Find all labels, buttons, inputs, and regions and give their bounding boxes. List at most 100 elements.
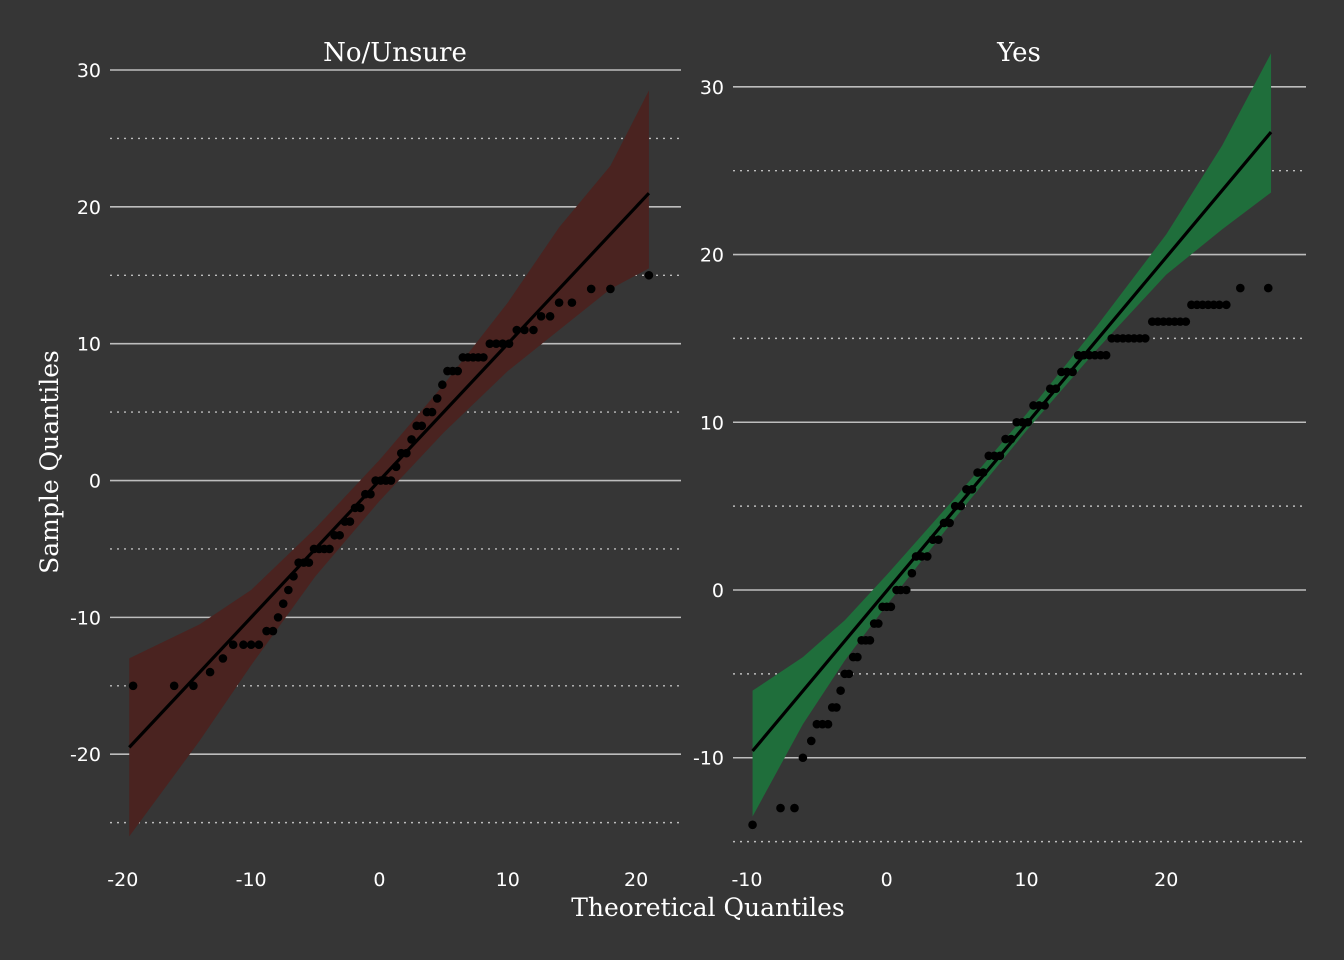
data-point bbox=[254, 640, 264, 650]
data-point bbox=[432, 394, 442, 403]
data-point bbox=[776, 803, 785, 813]
x-tick-label: -20 bbox=[107, 869, 138, 891]
data-point bbox=[278, 599, 288, 608]
data-point bbox=[907, 568, 917, 578]
data-point bbox=[606, 284, 615, 294]
data-point bbox=[554, 298, 564, 307]
panel-yes-reference-line bbox=[751, 131, 1273, 753]
data-point bbox=[529, 325, 538, 335]
y-tick-label: 0 bbox=[89, 471, 101, 493]
data-point bbox=[246, 640, 256, 650]
data-point bbox=[790, 803, 799, 813]
x-tick-label: 0 bbox=[373, 869, 385, 891]
data-point bbox=[386, 476, 396, 485]
y-tick-label: -10 bbox=[70, 607, 101, 629]
data-point bbox=[335, 530, 344, 540]
qq-reference-line bbox=[751, 131, 1273, 753]
y-tick-label: 20 bbox=[77, 197, 101, 219]
data-point bbox=[823, 719, 833, 729]
panel-no-unsure-reference-line bbox=[128, 192, 651, 749]
panel-title-no-unsure: No/Unsure bbox=[323, 38, 467, 68]
data-point bbox=[853, 652, 862, 662]
data-point bbox=[453, 366, 463, 376]
data-point bbox=[1101, 350, 1111, 360]
data-point bbox=[205, 667, 215, 677]
data-point bbox=[586, 284, 596, 294]
data-point bbox=[844, 669, 854, 679]
data-point bbox=[798, 753, 808, 763]
data-point bbox=[284, 585, 293, 595]
panel-yes-points bbox=[748, 283, 1273, 830]
data-point bbox=[325, 544, 334, 554]
y-tick-label: -10 bbox=[693, 748, 724, 770]
data-point bbox=[1222, 300, 1231, 310]
panel-yes: -10 0 10 20 30 -10 0 10 20 Yes bbox=[693, 38, 1306, 891]
x-tick-label: 20 bbox=[624, 869, 648, 891]
data-point bbox=[128, 681, 138, 691]
data-point bbox=[427, 407, 437, 417]
panel-yes-x-tick-labels: -10 0 10 20 bbox=[731, 869, 1178, 891]
data-point bbox=[836, 686, 845, 695]
data-point bbox=[865, 636, 875, 645]
data-point bbox=[832, 703, 841, 712]
data-point bbox=[901, 585, 911, 595]
y-tick-label: 30 bbox=[77, 60, 101, 82]
panel-no-unsure-points bbox=[128, 270, 654, 691]
data-point bbox=[479, 353, 488, 362]
y-tick-label: 10 bbox=[77, 334, 101, 356]
data-point bbox=[1215, 300, 1224, 310]
data-point bbox=[491, 339, 501, 348]
data-point bbox=[268, 626, 278, 636]
qq-reference-line bbox=[128, 192, 651, 749]
data-point bbox=[345, 517, 355, 526]
data-point bbox=[644, 270, 654, 280]
x-tick-label: -10 bbox=[731, 869, 762, 891]
y-tick-label: 10 bbox=[700, 412, 724, 434]
x-tick-label: 20 bbox=[1154, 869, 1178, 891]
data-point bbox=[545, 312, 555, 321]
data-point bbox=[218, 654, 228, 663]
y-axis-label: Sample Quantiles bbox=[35, 350, 64, 574]
data-point bbox=[485, 339, 495, 348]
data-point bbox=[189, 681, 198, 691]
panel-no-unsure-confidence-band bbox=[129, 90, 649, 837]
y-tick-label: 20 bbox=[700, 245, 724, 267]
data-point bbox=[417, 421, 427, 431]
data-point bbox=[228, 640, 238, 650]
x-tick-label: 10 bbox=[496, 869, 520, 891]
y-tick-label: 0 bbox=[712, 580, 724, 602]
panel-no-unsure-x-tick-labels: -20 -10 0 10 20 bbox=[107, 869, 648, 891]
data-point bbox=[1263, 283, 1273, 293]
data-point bbox=[1181, 317, 1191, 326]
data-point bbox=[874, 619, 883, 628]
data-point bbox=[806, 736, 816, 746]
data-point bbox=[304, 558, 314, 567]
data-point bbox=[1236, 283, 1245, 293]
panel-no-unsure: -20 -10 0 10 20 30 -20 -10 0 10 20 No/Unsure bbox=[70, 38, 681, 891]
confidence-band bbox=[129, 90, 649, 837]
x-tick-label: 0 bbox=[881, 869, 893, 891]
data-point bbox=[273, 613, 283, 622]
x-axis-label: Theoretical Quantiles bbox=[571, 893, 845, 922]
x-tick-label: 10 bbox=[1014, 869, 1038, 891]
x-tick-label: -10 bbox=[236, 869, 267, 891]
data-point bbox=[934, 535, 943, 544]
data-point bbox=[922, 552, 932, 561]
data-point bbox=[536, 312, 546, 321]
panel-yes-y-tick-labels: -10 0 10 20 30 bbox=[693, 77, 724, 770]
data-point bbox=[407, 435, 416, 444]
data-point bbox=[262, 626, 271, 636]
data-point bbox=[438, 380, 447, 390]
data-point bbox=[1140, 334, 1150, 343]
data-point bbox=[169, 681, 179, 691]
data-point bbox=[567, 298, 577, 307]
data-point bbox=[886, 602, 896, 612]
y-tick-label: -20 bbox=[70, 744, 101, 766]
panel-title-yes: Yes bbox=[996, 38, 1041, 68]
data-point bbox=[355, 503, 365, 513]
y-tick-label: 30 bbox=[700, 77, 724, 99]
panel-no-unsure-y-tick-labels: -20 -10 0 10 20 30 bbox=[70, 60, 101, 766]
data-point bbox=[748, 820, 757, 830]
data-point bbox=[239, 640, 248, 650]
